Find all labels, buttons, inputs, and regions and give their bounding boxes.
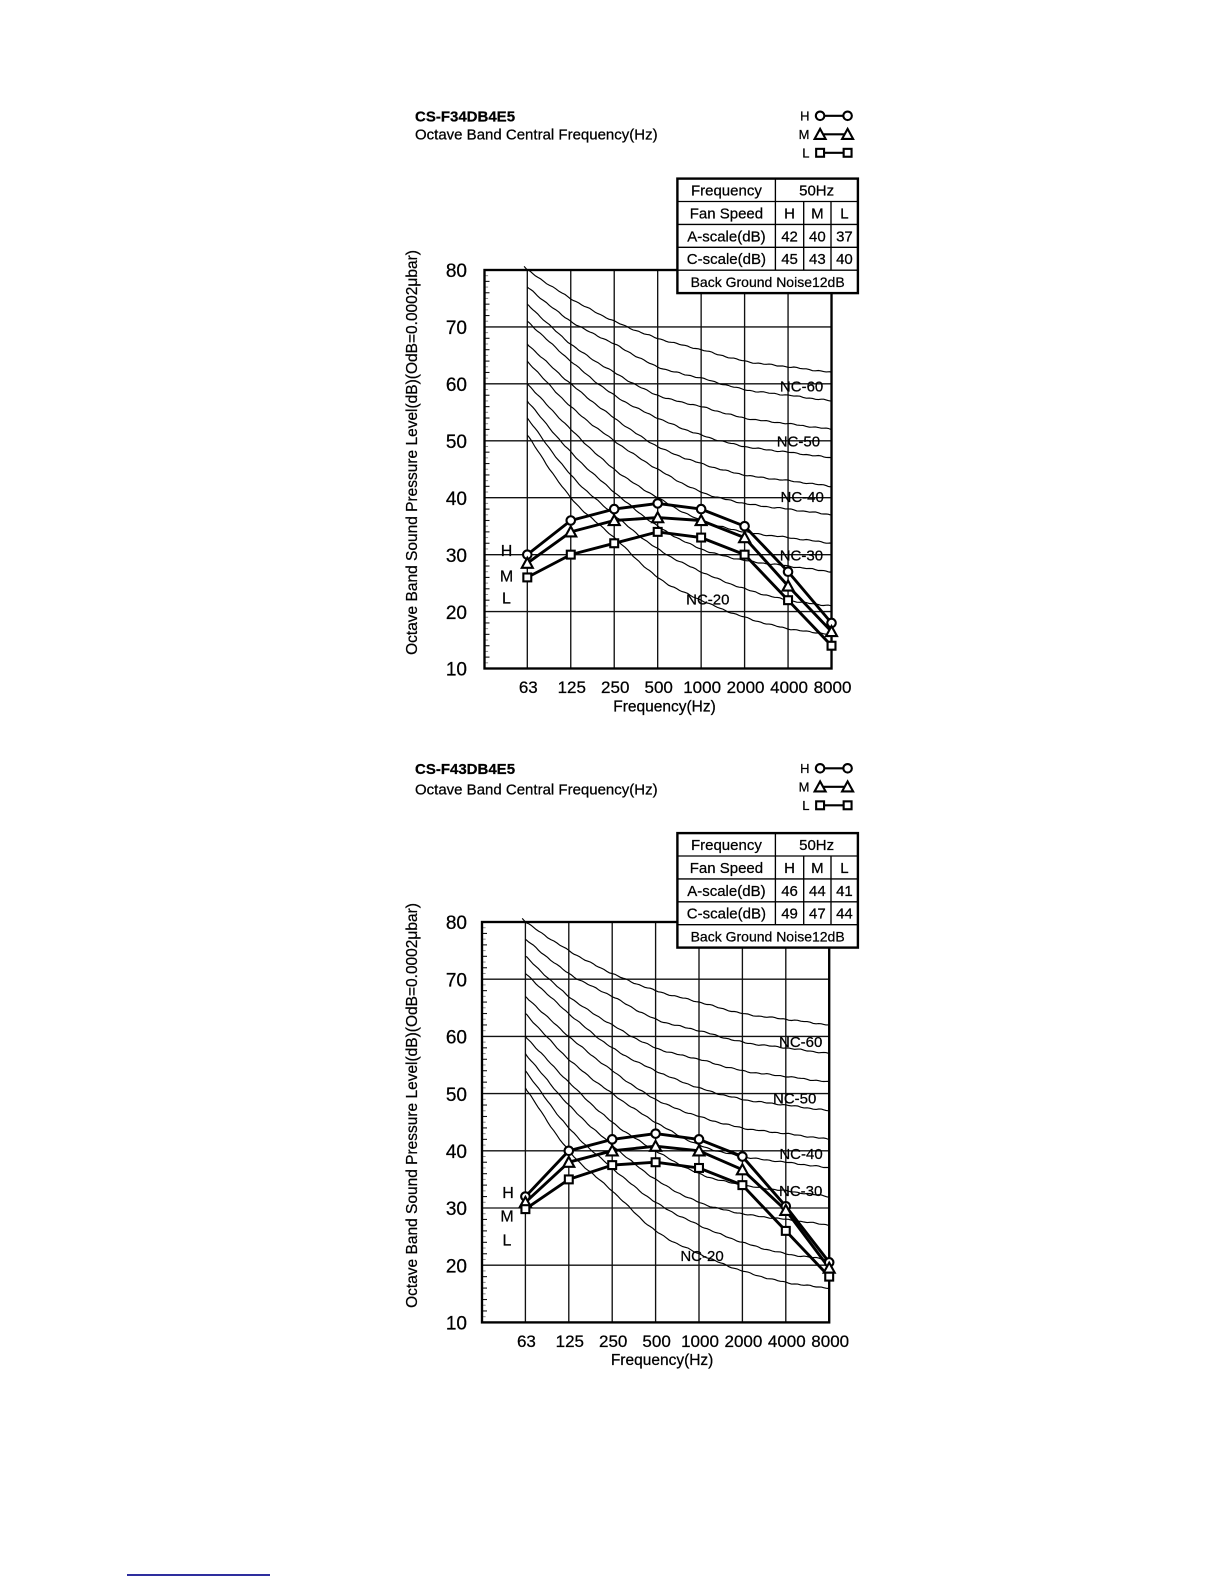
svg-text:44: 44 <box>809 883 826 900</box>
svg-text:500: 500 <box>642 1332 670 1351</box>
svg-text:30: 30 <box>446 546 467 567</box>
svg-text:M: M <box>500 1209 513 1226</box>
svg-text:M: M <box>811 860 824 877</box>
svg-text:CS-F43DB4E5: CS-F43DB4E5 <box>415 761 515 778</box>
svg-text:L: L <box>840 860 848 877</box>
svg-text:C-scale(dB): C-scale(dB) <box>687 906 766 923</box>
svg-text:NC-20: NC-20 <box>680 1248 723 1265</box>
svg-text:CS-F34DB4E5: CS-F34DB4E5 <box>415 108 515 125</box>
svg-text:50Hz: 50Hz <box>799 182 834 199</box>
svg-text:A-scale(dB): A-scale(dB) <box>687 883 765 900</box>
svg-text:Frequency(Hz): Frequency(Hz) <box>613 699 716 716</box>
svg-text:NC-30: NC-30 <box>780 548 823 565</box>
svg-text:L: L <box>840 205 848 222</box>
svg-text:Back Ground Noise12dB: Back Ground Noise12dB <box>691 929 845 945</box>
svg-text:L: L <box>802 798 809 813</box>
svg-text:1000: 1000 <box>681 1332 719 1351</box>
svg-text:50: 50 <box>446 432 467 453</box>
svg-text:80: 80 <box>446 913 467 934</box>
svg-text:4000: 4000 <box>768 1332 806 1351</box>
svg-text:Octave Band Sound Pressure Lev: Octave Band Sound Pressure Level(dB)(OdB… <box>404 250 421 655</box>
svg-text:L: L <box>502 591 511 608</box>
svg-text:Octave Band Central Frequency(: Octave Band Central Frequency(Hz) <box>415 782 658 799</box>
svg-text:Fan Speed: Fan Speed <box>690 860 763 877</box>
svg-text:63: 63 <box>519 678 538 697</box>
svg-text:45: 45 <box>781 251 798 268</box>
svg-text:NC-60: NC-60 <box>779 1034 822 1051</box>
svg-text:A-scale(dB): A-scale(dB) <box>687 228 765 245</box>
svg-text:L: L <box>802 145 809 160</box>
svg-text:10: 10 <box>446 1314 467 1335</box>
svg-text:NC-20: NC-20 <box>686 592 729 609</box>
svg-text:41: 41 <box>836 883 853 900</box>
svg-text:40: 40 <box>809 228 826 245</box>
svg-text:H: H <box>502 1185 514 1202</box>
svg-text:M: M <box>811 205 824 222</box>
svg-text:NC-40: NC-40 <box>779 1146 822 1163</box>
svg-text:Back Ground Noise12dB: Back Ground Noise12dB <box>691 274 845 290</box>
svg-text:NC-40: NC-40 <box>781 489 824 506</box>
svg-text:49: 49 <box>781 906 798 923</box>
svg-text:C-scale(dB): C-scale(dB) <box>687 251 766 268</box>
svg-text:44: 44 <box>836 906 853 923</box>
svg-text:125: 125 <box>558 678 586 697</box>
svg-text:Fan Speed: Fan Speed <box>690 205 763 222</box>
svg-text:4000: 4000 <box>770 678 808 697</box>
svg-text:40: 40 <box>446 1142 467 1163</box>
svg-text:250: 250 <box>599 1332 627 1351</box>
svg-text:40: 40 <box>446 489 467 510</box>
svg-text:NC-50: NC-50 <box>773 1090 816 1107</box>
svg-text:50: 50 <box>446 1085 467 1106</box>
svg-text:42: 42 <box>781 228 798 245</box>
svg-text:70: 70 <box>446 318 467 339</box>
svg-text:2000: 2000 <box>727 678 765 697</box>
svg-text:Frequency(Hz): Frequency(Hz) <box>611 1352 714 1369</box>
svg-text:8000: 8000 <box>814 678 852 697</box>
svg-text:125: 125 <box>556 1332 584 1351</box>
svg-text:20: 20 <box>446 1256 467 1277</box>
svg-text:250: 250 <box>601 678 629 697</box>
svg-text:Frequency: Frequency <box>691 837 762 854</box>
svg-text:63: 63 <box>517 1332 536 1351</box>
svg-text:Octave Band Sound Pressure Lev: Octave Band Sound Pressure Level(dB)(OdB… <box>404 903 421 1308</box>
svg-text:43: 43 <box>809 251 826 268</box>
svg-text:H: H <box>800 108 809 123</box>
svg-text:H: H <box>784 860 795 877</box>
svg-text:2000: 2000 <box>724 1332 762 1351</box>
svg-text:70: 70 <box>446 970 467 991</box>
svg-text:H: H <box>784 205 795 222</box>
svg-text:37: 37 <box>836 228 853 245</box>
svg-text:L: L <box>503 1232 512 1249</box>
svg-text:NC-30: NC-30 <box>779 1183 822 1200</box>
svg-text:H: H <box>501 543 513 560</box>
svg-text:30: 30 <box>446 1199 467 1220</box>
svg-text:M: M <box>799 779 810 794</box>
svg-text:NC-50: NC-50 <box>777 433 820 450</box>
svg-text:Octave Band Central Frequency(: Octave Band Central Frequency(Hz) <box>415 127 658 144</box>
svg-text:Frequency: Frequency <box>691 182 762 199</box>
svg-text:60: 60 <box>446 1028 467 1049</box>
svg-text:47: 47 <box>809 906 826 923</box>
svg-text:46: 46 <box>781 883 798 900</box>
svg-text:8000: 8000 <box>811 1332 849 1351</box>
svg-text:10: 10 <box>446 660 467 681</box>
svg-text:500: 500 <box>644 678 672 697</box>
svg-text:M: M <box>500 569 513 586</box>
svg-text:M: M <box>799 127 810 142</box>
svg-text:80: 80 <box>446 261 467 282</box>
svg-text:1000: 1000 <box>683 678 721 697</box>
svg-text:50Hz: 50Hz <box>799 837 834 854</box>
svg-text:NC-60: NC-60 <box>780 378 823 395</box>
svg-text:40: 40 <box>836 251 853 268</box>
svg-text:H: H <box>800 761 809 776</box>
svg-text:20: 20 <box>446 603 467 624</box>
svg-text:60: 60 <box>446 375 467 396</box>
